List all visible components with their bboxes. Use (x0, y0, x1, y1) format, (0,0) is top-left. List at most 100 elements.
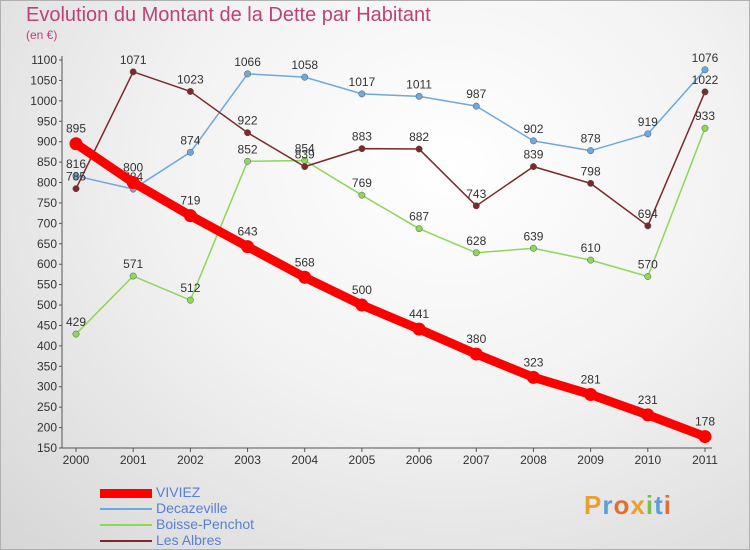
data-label: 512 (180, 281, 200, 295)
data-label: 852 (238, 142, 258, 156)
data-point (415, 92, 423, 100)
data-label: 839 (523, 148, 543, 162)
data-point (530, 137, 537, 145)
data-label: 568 (295, 255, 315, 269)
data-point (301, 73, 309, 81)
data-point (526, 370, 540, 384)
data-label: 1076 (692, 51, 719, 65)
data-point (72, 330, 80, 338)
legend-label: Decazeville (156, 500, 228, 516)
data-point (701, 66, 709, 74)
data-label: 639 (523, 229, 543, 243)
data-point (355, 298, 369, 312)
data-label: 571 (123, 257, 143, 271)
data-point (469, 347, 483, 361)
data-point (183, 209, 197, 223)
x-tick-label: 2008 (520, 453, 547, 467)
data-point (186, 87, 194, 95)
y-tick-label: 800 (37, 176, 57, 190)
y-tick-label: 200 (37, 421, 57, 435)
y-tick-label: 850 (37, 155, 57, 169)
data-label: 922 (238, 114, 258, 128)
data-label: 919 (638, 115, 658, 129)
data-point (186, 296, 194, 304)
data-label: 1011 (406, 77, 432, 91)
series-line-viviez (71, 139, 710, 442)
data-point (415, 225, 423, 233)
data-point (358, 191, 366, 199)
x-tick-label: 2001 (120, 453, 147, 467)
data-label: 694 (638, 207, 658, 221)
data-label: 1058 (291, 58, 318, 72)
x-tick-label: 2006 (406, 453, 433, 467)
data-point (129, 68, 137, 76)
y-tick-label: 650 (37, 237, 57, 251)
unit-label: (en €) (26, 28, 58, 42)
data-point (415, 145, 423, 153)
data-point (530, 244, 537, 252)
data-label: 878 (581, 132, 601, 146)
x-tick-label: 2002 (177, 453, 204, 467)
x-tick-label: 2009 (577, 453, 604, 467)
data-label: 429 (66, 315, 86, 329)
data-label: 441 (409, 307, 429, 321)
y-tick-label: 750 (37, 196, 57, 210)
y-tick-label: 1000 (30, 94, 57, 108)
legend-label: Boisse-Penchot (156, 516, 255, 532)
data-point (472, 102, 480, 110)
data-label: 323 (523, 355, 543, 369)
data-point (701, 88, 709, 96)
data-point (126, 176, 140, 190)
data-point (241, 240, 255, 254)
data-label: 769 (352, 176, 372, 190)
data-point (641, 408, 655, 422)
data-point (587, 179, 595, 187)
data-label: 839 (295, 148, 315, 162)
data-point (244, 70, 251, 78)
y-tick-label: 350 (37, 359, 57, 373)
legend-swatch (100, 508, 152, 510)
y-tick-label: 900 (37, 135, 57, 149)
legend-swatch (100, 488, 152, 498)
data-label: 933 (695, 109, 715, 123)
y-tick-label: 950 (37, 114, 57, 128)
data-point (644, 222, 652, 230)
data-point (587, 147, 595, 155)
data-point (644, 130, 652, 138)
legend-label: Les Albres (156, 532, 222, 548)
data-point (244, 157, 251, 165)
x-tick-label: 2000 (63, 453, 90, 467)
data-label: 882 (409, 130, 429, 144)
y-tick-label: 400 (37, 339, 57, 353)
y-tick-label: 1100 (31, 53, 57, 67)
data-point (412, 322, 426, 336)
chart-title: Evolution du Montant de la Dette par Hab… (26, 4, 431, 26)
data-point (358, 90, 366, 98)
y-tick-label: 600 (37, 257, 57, 271)
proxiti-logo: Proxiti (584, 490, 672, 520)
data-label: 500 (352, 283, 372, 297)
data-label: 178 (695, 415, 715, 429)
x-tick-label: 2011 (692, 453, 718, 467)
data-label: 854 (295, 141, 315, 155)
series-line-boisse-penchot (75, 127, 706, 335)
data-point (584, 387, 598, 401)
data-label: 816 (66, 157, 86, 171)
series-line-les albres (75, 71, 706, 227)
y-tick-label: 1050 (30, 73, 57, 87)
data-point (530, 163, 537, 171)
data-label: 895 (66, 122, 86, 136)
data-label: 1023 (177, 72, 204, 86)
y-tick-label: 150 (37, 441, 57, 455)
data-point (186, 148, 194, 156)
data-label: 687 (409, 210, 429, 224)
data-point (301, 163, 309, 171)
x-tick-label: 2007 (463, 453, 490, 467)
x-tick-label: 2005 (349, 453, 376, 467)
data-label: 380 (466, 332, 486, 346)
data-label: 883 (352, 130, 372, 144)
data-label: 987 (466, 87, 486, 101)
data-label: 231 (638, 393, 658, 407)
y-tick-label: 500 (37, 298, 57, 312)
